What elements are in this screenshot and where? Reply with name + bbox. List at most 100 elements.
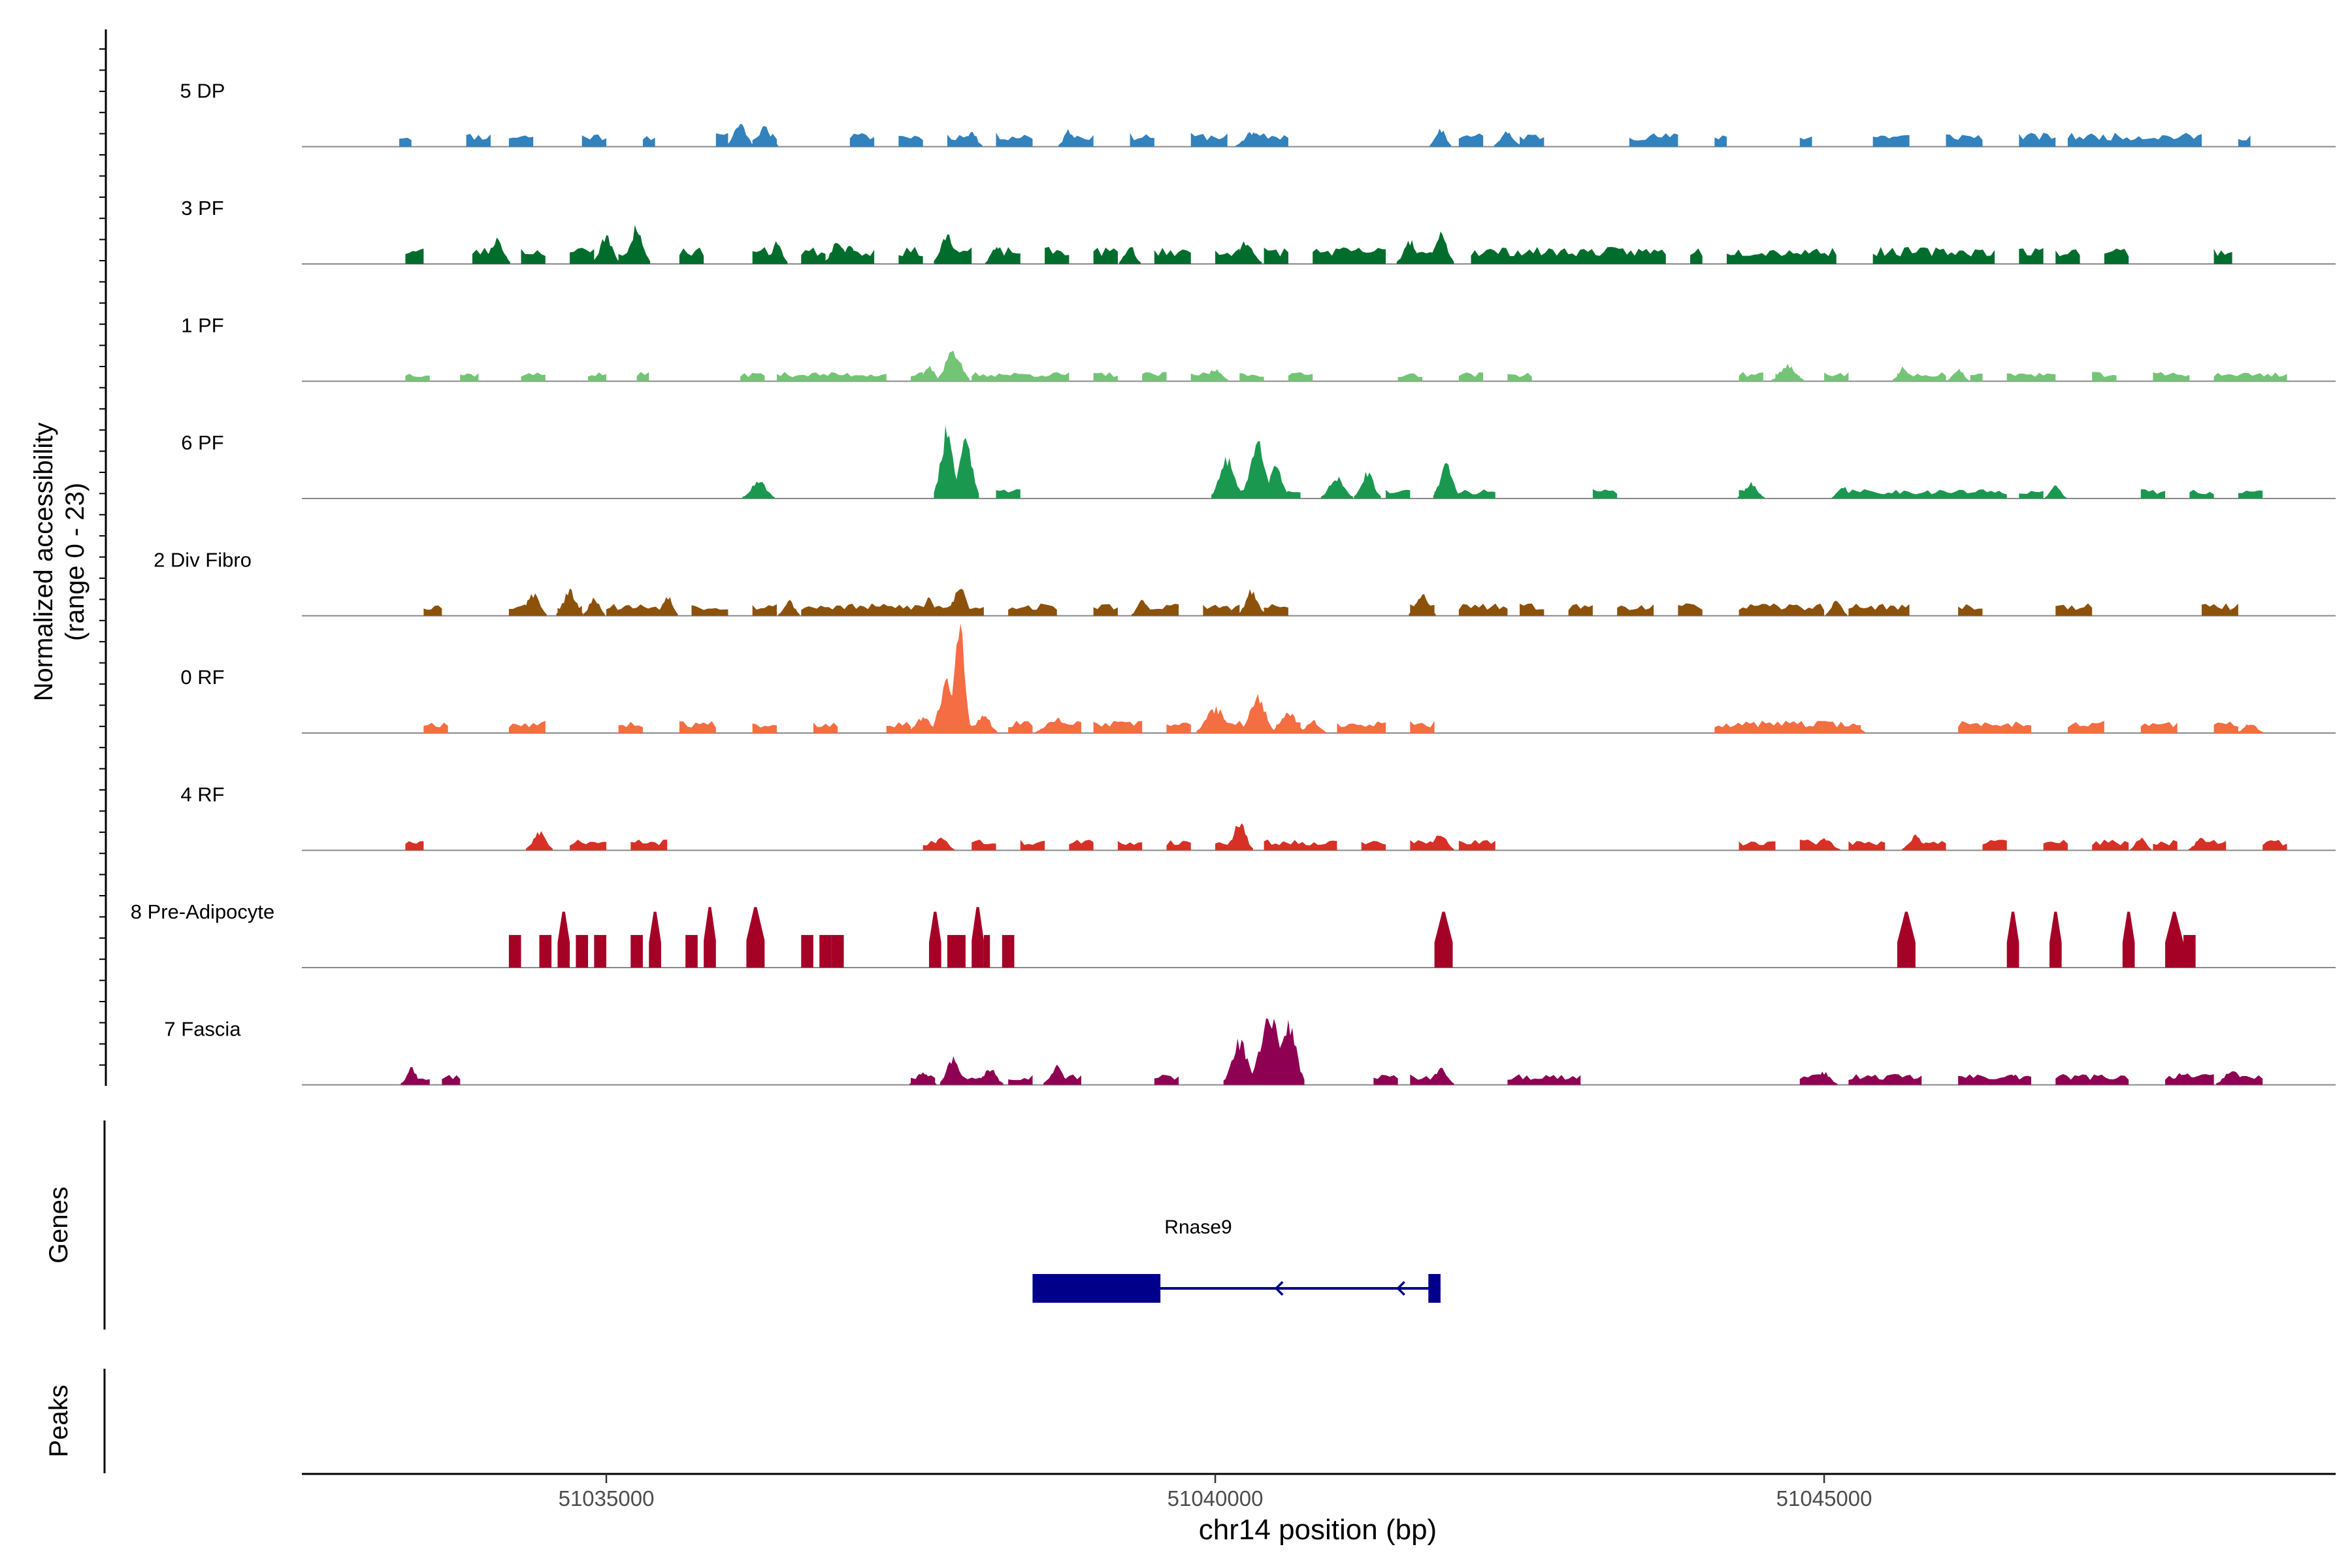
track-label: 6 PF — [181, 431, 223, 454]
coverage-block — [1848, 1073, 1922, 1085]
track-label: 2 Div Fibro — [154, 549, 252, 572]
coverage-peak — [1737, 482, 1765, 498]
coverage-block — [636, 372, 649, 382]
coverage-block — [1726, 248, 1837, 264]
coverage-block — [2153, 372, 2190, 382]
coverage-block — [2238, 490, 2263, 498]
coverage-peak — [1235, 132, 1268, 147]
coverage-block — [898, 135, 923, 147]
coverage-peak — [1844, 723, 1866, 733]
coverage-peak — [766, 241, 788, 264]
coverage-block — [630, 839, 668, 851]
coverage-block — [1117, 841, 1143, 851]
coverage-block — [996, 489, 1021, 498]
coverage-peak — [727, 123, 754, 147]
coverage-block — [405, 841, 424, 851]
coverage-block — [1130, 133, 1154, 147]
coverage-block — [1507, 372, 1532, 382]
coverage-block — [2140, 489, 2166, 498]
coverage-spike — [539, 935, 552, 968]
track-8-pre-adipocyte: 8 Pre-Adipocyte — [131, 900, 2336, 968]
coverage-block — [2019, 133, 2056, 147]
strand-arrow — [1396, 1281, 1405, 1296]
coverage-peak — [1043, 1064, 1071, 1085]
coverage-block — [2067, 721, 2104, 733]
coverage-spike — [1002, 935, 1015, 968]
coverage-block — [1458, 133, 1484, 147]
coverage-block — [1848, 841, 1886, 851]
coverage-peak — [2188, 838, 2215, 851]
coverage-peak — [1429, 128, 1452, 147]
coverage-peak — [1808, 838, 1840, 851]
strand-arrow — [1274, 1281, 1284, 1296]
coverage-spike — [2006, 911, 2019, 968]
coverage-block — [521, 249, 546, 264]
coverage-block — [1142, 604, 1179, 616]
coverage-spike — [2122, 911, 2135, 968]
gene-exon — [1032, 1274, 1161, 1303]
coverage-block — [691, 605, 728, 616]
coverage-block — [1848, 489, 2007, 498]
coverage-peak — [742, 482, 775, 498]
coverage-block — [1970, 373, 1983, 382]
coverage-spike — [928, 911, 941, 968]
coverage-block — [1872, 135, 1910, 147]
track-6-pf: 6 PF — [181, 425, 2336, 499]
coverage-block — [1946, 134, 1983, 147]
coverage-block — [1361, 841, 1386, 851]
coverage-peak — [656, 597, 678, 616]
coverage-peak — [1771, 363, 1804, 382]
coverage-block — [581, 134, 607, 147]
coverage-peak — [931, 678, 964, 733]
coverage-peak — [1196, 706, 1234, 733]
coverage-spike — [972, 907, 984, 968]
x-axis-ticks: 51035000 51040000 51045000 — [559, 1474, 1872, 1511]
genes-panel-label: Genes — [44, 1186, 73, 1264]
coverage-spike — [557, 911, 570, 968]
coverage-block — [715, 133, 728, 147]
coverage-block — [1592, 489, 1618, 498]
coverage-peak — [1831, 487, 1854, 498]
coverage-peak — [1223, 1038, 1256, 1085]
coverage-block — [1166, 723, 1191, 733]
coverage-peak — [1272, 712, 1305, 733]
coverage-peak — [1201, 369, 1229, 382]
coverage-peak — [946, 589, 973, 616]
coverage-block — [1410, 1074, 1435, 1085]
coverage-block — [801, 247, 826, 264]
track-label: 4 RF — [180, 783, 224, 806]
coverage-block — [2092, 840, 2129, 851]
coverage-block — [2092, 372, 2117, 382]
peaks-panel-label: Peaks — [44, 1384, 73, 1457]
coverage-peak — [839, 246, 861, 264]
coverage-block — [898, 246, 923, 264]
coverage-peak — [1892, 366, 1914, 382]
coverage-block — [1458, 840, 1495, 851]
coverage-peak — [583, 597, 605, 616]
coverage-block — [1093, 604, 1118, 616]
coverage-block — [1958, 721, 2031, 733]
gene-name-label: Rnase9 — [1164, 1217, 1232, 1238]
coverage-block — [1690, 248, 1703, 264]
coverage-block — [588, 372, 607, 382]
coverage-spike — [2049, 911, 2062, 968]
coverage-block — [1166, 840, 1191, 851]
coverage-block — [886, 721, 911, 733]
coverage-block — [1458, 372, 1484, 382]
coverage-block — [1008, 603, 1057, 616]
coverage-peak — [2215, 1071, 2249, 1085]
coverage-block — [1045, 246, 1070, 264]
coverage-block — [1397, 373, 1422, 382]
coverage-block — [972, 840, 996, 851]
coverage-spike — [685, 935, 698, 968]
coverage-peak — [1947, 368, 1969, 382]
track-1-pf: 1 PF — [181, 314, 2336, 382]
coverage-block — [1288, 372, 1313, 382]
coverage-block — [606, 604, 668, 616]
coverage-peak — [1058, 129, 1080, 147]
coverage-block — [776, 372, 887, 382]
coverage-block — [1739, 603, 1825, 616]
coverage-spike — [630, 935, 643, 968]
coverage-block — [1872, 247, 1995, 264]
